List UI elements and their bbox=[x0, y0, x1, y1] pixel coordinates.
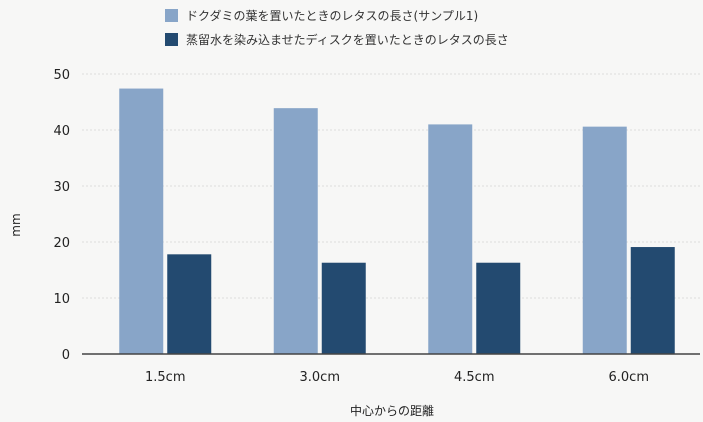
x-tick-label: 3.0cm bbox=[300, 370, 341, 385]
x-tick-label: 6.0cm bbox=[609, 370, 650, 385]
y-axis-ticks: 0 10 20 30 40 50 bbox=[53, 68, 70, 363]
gridlines bbox=[82, 73, 700, 299]
bar-series-1-1.5cm bbox=[119, 88, 164, 354]
legend: ドクダミの葉を置いたときのレタスの長さ(サンプル1) 蒸留水を染み込ませたディス… bbox=[165, 8, 509, 47]
bar-series-2-1.5cm bbox=[167, 254, 212, 354]
bar-series-1-4.5cm bbox=[428, 124, 473, 355]
y-tick-label: 0 bbox=[62, 348, 70, 363]
bar-series-2-3.0cm bbox=[321, 262, 366, 354]
x-axis-label: 中心からの距離 bbox=[350, 403, 434, 418]
legend-swatch-series-2 bbox=[165, 33, 178, 46]
legend-label-series-1: ドクダミの葉を置いたときのレタスの長さ(サンプル1) bbox=[186, 8, 478, 23]
y-tick-label: 20 bbox=[53, 236, 70, 251]
legend-swatch-series-1 bbox=[165, 9, 178, 22]
y-tick-label: 30 bbox=[53, 180, 70, 195]
x-tick-label: 1.5cm bbox=[145, 370, 186, 385]
legend-label-series-2: 蒸留水を染み込ませたディスクを置いたときのレタスの長さ bbox=[186, 32, 509, 47]
bars bbox=[119, 88, 675, 355]
bar-series-2-6.0cm bbox=[630, 247, 675, 354]
y-axis-label: mm bbox=[9, 213, 23, 236]
x-axis-ticks: 1.5cm 3.0cm 4.5cm 6.0cm bbox=[145, 370, 649, 385]
y-tick-label: 10 bbox=[53, 292, 70, 307]
bar-series-1-3.0cm bbox=[273, 108, 318, 354]
y-tick-label: 40 bbox=[53, 124, 70, 139]
y-tick-label: 50 bbox=[53, 68, 70, 83]
bar-series-1-6.0cm bbox=[582, 126, 627, 354]
bar-series-2-4.5cm bbox=[476, 262, 521, 354]
x-tick-label: 4.5cm bbox=[454, 370, 495, 385]
